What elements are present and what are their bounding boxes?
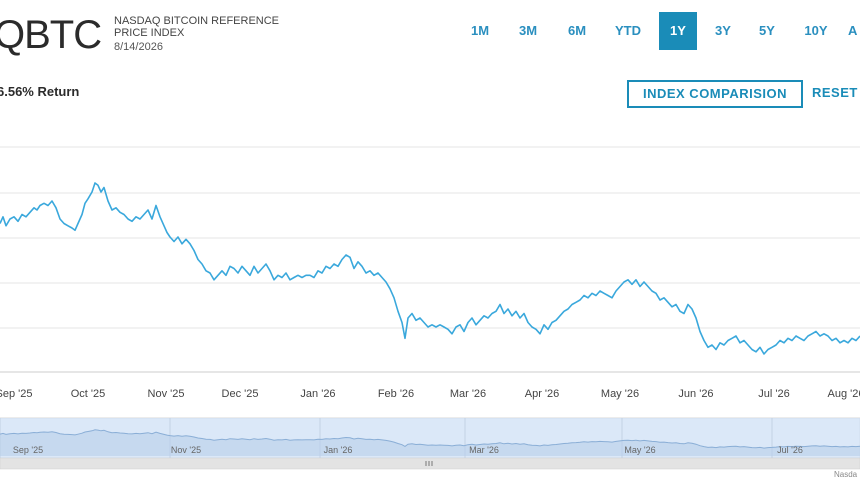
- navigator-tick-label: Mar '26: [469, 445, 499, 455]
- range-3y-button[interactable]: 3Y: [715, 23, 731, 38]
- navigator-tick-label: Jul '26: [777, 445, 803, 455]
- data-credit: Nasda: [834, 470, 858, 479]
- x-axis-ticks: Sep '25 Oct '25 Nov '25 Dec '25 Jan '26 Feb '…: [0, 388, 860, 400]
- x-tick-label: Nov '25: [148, 388, 185, 400]
- x-tick-label: Sep '25: [0, 388, 32, 400]
- x-tick-label: May '26: [601, 388, 639, 400]
- index-comparison-button[interactable]: INDEX COMPARISION: [627, 80, 803, 108]
- x-tick-label: Jan '26: [300, 388, 335, 400]
- navigator-series-area: [0, 429, 860, 456]
- x-tick-label: Jun '26: [678, 388, 713, 400]
- range-3m-button[interactable]: 3M: [518, 23, 538, 38]
- scrollbar-grip-icon[interactable]: [425, 461, 433, 466]
- index-full-name: NASDAQ BITCOIN REFERENCE PRICE INDEX: [114, 15, 280, 39]
- x-tick-label: Mar '26: [450, 388, 486, 400]
- return-summary: 6.56% Return: [0, 84, 80, 99]
- chart-grid: [0, 146, 860, 373]
- navigator-tick-label: May '26: [624, 445, 655, 455]
- navigator-scrollbar[interactable]: [0, 457, 860, 470]
- range-5y-button[interactable]: 5Y: [759, 23, 775, 38]
- index-ticker: QBTC: [0, 13, 102, 57]
- x-tick-label: Aug '26: [828, 388, 860, 400]
- x-tick-label: Dec '25: [222, 388, 259, 400]
- range-6m-button[interactable]: 6M: [567, 23, 587, 38]
- range-all-button[interactable]: A: [848, 23, 858, 38]
- navigator-tick-label: Jan '26: [324, 445, 353, 455]
- range-ytd-button[interactable]: YTD: [615, 23, 641, 38]
- range-10y-button[interactable]: 10Y: [804, 23, 828, 38]
- navigator-series-line: [0, 429, 860, 449]
- price-series-line: [0, 182, 860, 355]
- navigator-ticks: Sep '25 Nov '25 Jan '26 Mar '26 May '26 Jul '…: [13, 445, 803, 455]
- navigator-tick-label: Sep '25: [13, 445, 43, 455]
- navigator-tick-label: Nov '25: [171, 445, 201, 455]
- x-tick-label: Apr '26: [525, 388, 560, 400]
- range-1m-button[interactable]: 1M: [470, 23, 490, 38]
- reset-button[interactable]: RESET: [812, 85, 858, 100]
- x-tick-label: Oct '25: [71, 388, 106, 400]
- x-tick-label: Jul '26: [758, 388, 789, 400]
- x-tick-label: Feb '26: [378, 388, 414, 400]
- index-date: 8/14/2026: [114, 41, 163, 53]
- range-1y-button[interactable]: 1Y: [659, 12, 697, 50]
